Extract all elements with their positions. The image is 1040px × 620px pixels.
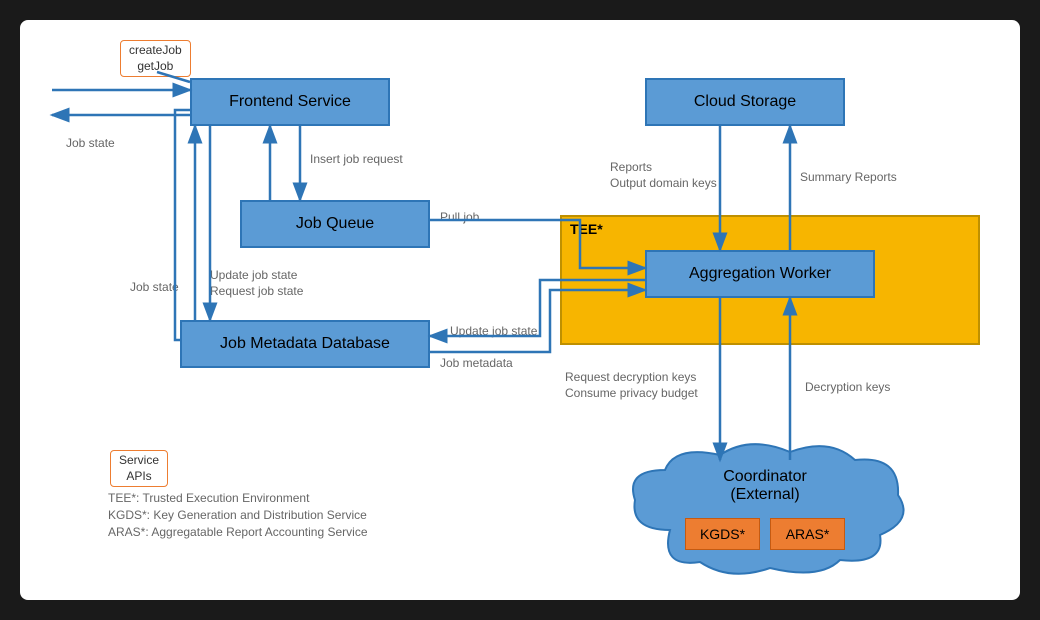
node-job-queue: Job Queue xyxy=(240,200,430,248)
node-cloud-storage: Cloud Storage xyxy=(645,78,845,126)
node-aras: ARAS* xyxy=(770,518,845,550)
label-job-metadata: Job metadata xyxy=(440,356,513,372)
label-summary: Summary Reports xyxy=(800,170,897,186)
label-job-state-vert: Job state xyxy=(130,280,179,296)
tee-label: TEE* xyxy=(570,221,603,237)
label-req-decrypt: Request decryption keysConsume privacy b… xyxy=(565,370,698,401)
api-box-legend: Service APIs xyxy=(110,450,168,487)
legend-tee: TEE*: Trusted Execution Environment xyxy=(108,490,368,507)
label-insert-job: Insert job request xyxy=(310,152,403,168)
coordinator-label: Coordinator(External) xyxy=(675,468,855,504)
api-box-top: createJob getJob xyxy=(120,40,191,77)
node-kgds: KGDS* xyxy=(685,518,760,550)
label-decrypt-keys: Decryption keys xyxy=(805,380,890,396)
legend-aras: ARAS*: Aggregatable Report Accounting Se… xyxy=(108,524,368,541)
label-pull-job: Pull job xyxy=(440,210,479,226)
api-getjob: getJob xyxy=(129,59,182,75)
legend-kgds: KGDS*: Key Generation and Distribution S… xyxy=(108,507,368,524)
label-reports: ReportsOutput domain keys xyxy=(610,160,717,191)
api-apis: APIs xyxy=(119,469,159,485)
node-job-metadata: Job Metadata Database xyxy=(180,320,430,368)
node-frontend-service: Frontend Service xyxy=(190,78,390,126)
label-update-job-state: Update job state xyxy=(450,324,537,340)
label-job-state-left: Job state xyxy=(66,136,115,152)
label-update-request: Update job stateRequest job state xyxy=(210,268,303,299)
api-service: Service xyxy=(119,453,159,469)
legend-text: TEE*: Trusted Execution Environment KGDS… xyxy=(108,490,368,540)
api-createjob: createJob xyxy=(129,43,182,59)
node-aggregation-worker: Aggregation Worker xyxy=(645,250,875,298)
coordinator-cloud xyxy=(620,440,910,580)
diagram-canvas: TEE* Frontend Service Cloud Storage Job … xyxy=(20,20,1020,600)
